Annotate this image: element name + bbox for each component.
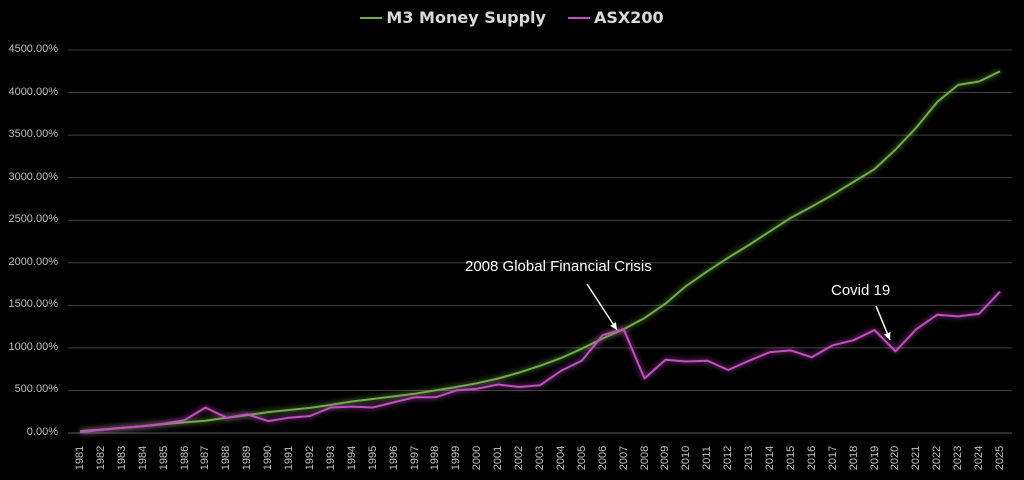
legend-label-asx200: ASX200 xyxy=(593,8,664,27)
annotation-gfc: 2008 Global Financial Crisis xyxy=(465,258,652,275)
x-tick-label: 2021 xyxy=(910,445,923,471)
x-tick-label: 2004 xyxy=(554,445,567,471)
series-line xyxy=(79,70,1001,433)
x-tick-label: 2015 xyxy=(784,445,797,471)
x-tick-label: 2018 xyxy=(847,445,860,471)
x-tick-label: 1990 xyxy=(262,445,275,471)
x-tick-label: 2006 xyxy=(596,445,609,471)
x-tick-label: 2022 xyxy=(931,445,944,471)
x-tick-label: 1991 xyxy=(283,445,296,471)
x-tick-label: 1993 xyxy=(324,445,337,471)
x-tick-label: 1989 xyxy=(241,445,254,471)
x-tick-label: 2001 xyxy=(492,445,505,471)
x-tick-label: 2005 xyxy=(575,445,588,471)
x-tick-label: 1997 xyxy=(408,445,421,471)
y-tick-label: 4500.00% xyxy=(8,43,58,55)
y-tick-label: 2000.00% xyxy=(8,255,58,268)
x-tick-label: 1996 xyxy=(387,445,400,471)
y-tick-label: 0.00% xyxy=(26,426,58,438)
x-tick-label: 1995 xyxy=(366,445,379,471)
x-tick-label: 1984 xyxy=(136,445,149,471)
x-tick-label: 2020 xyxy=(889,445,902,471)
y-tick-label: 3000.00% xyxy=(8,170,58,183)
legend-item-m3[interactable]: M3 Money Supply xyxy=(360,8,546,27)
x-tick-label: 2010 xyxy=(680,445,693,471)
x-tick-label: 2016 xyxy=(805,445,818,471)
legend-label-m3: M3 Money Supply xyxy=(386,8,546,27)
x-tick-label: 2013 xyxy=(743,445,756,471)
x-tick-label: 1988 xyxy=(220,445,233,471)
x-tick-label: 1986 xyxy=(178,445,191,471)
x-tick-label: 2011 xyxy=(701,446,714,470)
x-tick-label: 2019 xyxy=(868,445,881,471)
series-line xyxy=(79,291,1001,434)
x-tick-label: 1992 xyxy=(304,445,316,471)
y-tick-label: 2500.00% xyxy=(8,213,58,226)
x-tick-label: 2008 xyxy=(638,445,651,471)
y-tick-label: 1000.00% xyxy=(8,340,58,353)
x-tick-label: 2023 xyxy=(952,445,965,471)
x-tick-label: 2025 xyxy=(994,445,1006,471)
x-tick-label: 1994 xyxy=(345,445,358,471)
x-tick-label: 1987 xyxy=(199,445,212,471)
y-tick-label: 3500.00% xyxy=(8,128,58,141)
x-tick-label: 2014 xyxy=(764,445,776,471)
legend-swatch-asx200 xyxy=(567,16,590,19)
annotation-covid: Covid 19 xyxy=(831,282,891,299)
y-tick-label: 4000.00% xyxy=(8,85,58,98)
x-tick-label: 2000 xyxy=(471,445,484,471)
x-tick-label: 1999 xyxy=(450,445,463,471)
x-tick-label: 2009 xyxy=(659,445,672,471)
y-tick-label: 1500.00% xyxy=(8,298,58,311)
arrowhead-icon xyxy=(610,322,617,330)
x-tick-label: 2007 xyxy=(617,445,630,471)
arrowhead-icon xyxy=(884,332,891,340)
x-tick-label: 1998 xyxy=(429,445,442,471)
x-tick-label: 2017 xyxy=(826,445,839,471)
x-tick-label: 2012 xyxy=(722,445,735,471)
y-tick-label: 500.00% xyxy=(14,383,58,396)
legend-swatch-m3 xyxy=(360,16,383,19)
legend-item-asx200[interactable]: ASX200 xyxy=(567,8,664,27)
x-tick-label: 1985 xyxy=(157,445,170,471)
x-tick-label: 2002 xyxy=(513,445,526,471)
annotation-arrow-icon xyxy=(586,283,618,331)
x-tick-label: 1981 xyxy=(74,445,86,471)
legend: M3 Money Supply ASX200 xyxy=(0,8,1024,27)
x-tick-label: 2024 xyxy=(973,445,986,471)
x-tick-label: 2003 xyxy=(534,445,546,471)
x-tick-label: 1983 xyxy=(115,445,128,471)
x-tick-label: 1982 xyxy=(94,445,107,471)
